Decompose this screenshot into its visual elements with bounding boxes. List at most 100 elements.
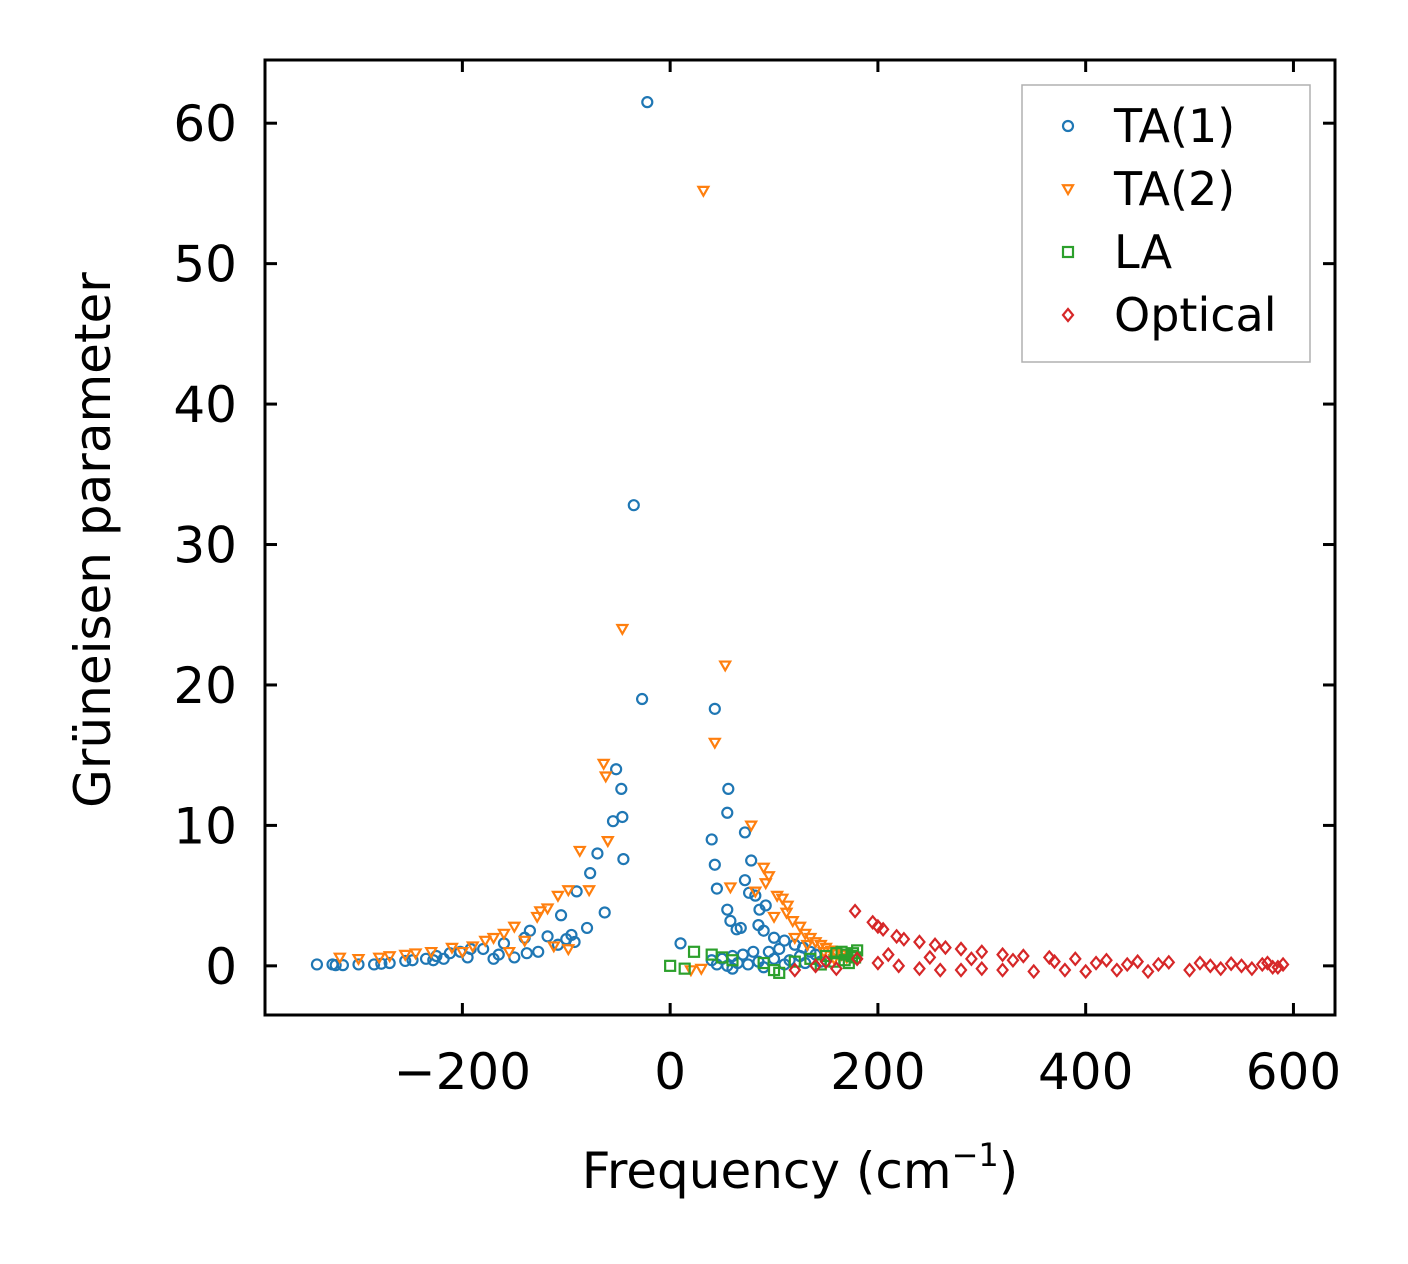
y-tick-label: 20 <box>173 657 237 715</box>
data-point <box>923 949 937 966</box>
data-point <box>724 914 737 928</box>
data-point <box>1006 952 1020 968</box>
data-point <box>710 882 723 895</box>
data-point <box>775 893 790 906</box>
data-point <box>674 937 687 950</box>
data-point <box>705 833 718 846</box>
legend-marker <box>1061 184 1075 197</box>
data-point <box>497 928 511 941</box>
data-point <box>757 924 770 937</box>
y-tick-label: 0 <box>205 938 237 996</box>
data-points <box>310 96 1290 980</box>
data-point <box>487 952 500 965</box>
legend-marker <box>1061 245 1075 259</box>
data-point <box>465 941 480 954</box>
x-tick-label: 200 <box>830 1043 925 1101</box>
data-point <box>437 952 450 965</box>
y-tick-label: 40 <box>173 376 237 434</box>
x-tick-label: 600 <box>1246 1043 1341 1101</box>
data-point <box>352 958 365 971</box>
x-axis-title-superscript: −1 <box>952 1136 999 1174</box>
data-point <box>738 874 752 887</box>
data-point <box>773 966 786 979</box>
x-axis: −200 0 200 400 600 <box>394 60 1341 1101</box>
data-point <box>788 955 801 968</box>
data-point <box>332 952 347 965</box>
data-point <box>996 946 1010 963</box>
data-point <box>721 806 734 819</box>
legend-label: Optical <box>1114 288 1276 342</box>
data-point <box>708 858 721 871</box>
data-point <box>541 930 554 943</box>
data-point <box>767 952 781 965</box>
data-point <box>502 946 517 960</box>
data-point <box>408 948 423 961</box>
data-point <box>580 921 594 935</box>
data-point <box>748 886 763 899</box>
data-point <box>767 911 781 924</box>
data-point <box>591 847 604 860</box>
data-point <box>779 907 794 920</box>
data-point <box>582 885 597 898</box>
data-point <box>734 921 747 935</box>
data-point <box>561 944 576 957</box>
data-point <box>1235 958 1248 974</box>
data-point <box>532 945 545 958</box>
data-point <box>964 951 978 967</box>
series-ta-2 <box>332 185 854 978</box>
legend: TA(1) TA(2) LA Optical <box>1021 84 1311 363</box>
data-point <box>913 934 926 950</box>
data-point <box>696 185 711 198</box>
data-point <box>477 942 490 956</box>
data-point <box>749 889 762 902</box>
data-point <box>1027 963 1041 980</box>
data-point <box>788 962 802 978</box>
data-point <box>598 771 613 784</box>
data-point <box>664 959 677 972</box>
legend-marker <box>1061 119 1075 133</box>
data-point <box>876 921 890 938</box>
data-point <box>813 939 828 952</box>
data-point <box>723 882 738 895</box>
legend-item: Optical <box>1061 288 1276 342</box>
y-tick-label: 50 <box>173 236 237 294</box>
data-point <box>747 945 760 958</box>
data-point <box>399 954 412 968</box>
y-axis: 0 10 20 30 40 50 60 <box>173 95 1335 996</box>
plot-frame <box>263 58 1337 1017</box>
data-point <box>406 954 419 967</box>
data-point <box>641 96 654 109</box>
data-point <box>892 958 906 974</box>
data-point <box>383 956 396 970</box>
data-point <box>800 939 815 952</box>
data-point <box>1016 948 1030 964</box>
data-point <box>871 955 885 971</box>
data-point <box>933 962 947 978</box>
legend-label: TA(1) <box>1113 99 1235 153</box>
data-point <box>561 885 576 898</box>
x-tick-label: 400 <box>1038 1043 1133 1101</box>
legend-item: TA(2) <box>1061 162 1235 216</box>
data-point <box>517 935 532 948</box>
data-point <box>718 660 733 673</box>
data-point <box>996 962 1010 978</box>
data-point <box>707 737 722 750</box>
data-point <box>424 946 439 960</box>
data-point <box>1131 953 1145 970</box>
y-tick-label: 60 <box>173 95 237 153</box>
data-point <box>445 942 459 955</box>
data-point <box>584 867 597 880</box>
legend-item: TA(1) <box>1061 99 1235 153</box>
data-point <box>616 810 629 824</box>
data-point <box>1141 963 1155 980</box>
data-point <box>617 853 630 866</box>
data-point <box>520 947 533 960</box>
data-point <box>419 952 433 965</box>
data-point <box>1224 956 1238 972</box>
data-point <box>890 928 904 945</box>
data-point <box>310 958 324 971</box>
data-point <box>1214 960 1228 977</box>
data-point <box>533 906 548 919</box>
data-point <box>722 782 735 795</box>
data-point <box>572 845 587 858</box>
